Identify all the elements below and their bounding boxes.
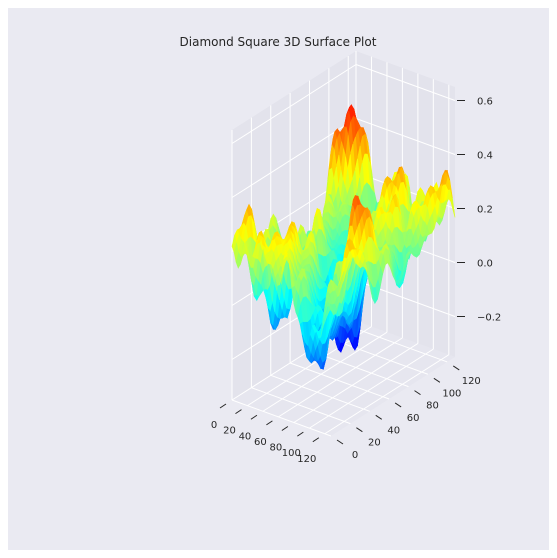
y-tick-mark xyxy=(356,427,363,433)
x-tick-label: 80 xyxy=(270,443,283,454)
x-tick-label: 0 xyxy=(211,420,217,431)
x-tick-mark xyxy=(312,437,320,443)
grid-line-y xyxy=(348,325,448,363)
x-tick-mark xyxy=(266,420,273,426)
x-tick-mark xyxy=(219,403,227,409)
chart-title: Diamond Square 3D Surface Plot xyxy=(180,35,377,49)
grid-line-y xyxy=(270,374,370,412)
surface-mesh xyxy=(231,103,456,371)
grid-line-z-left xyxy=(231,64,357,144)
grid-line-y xyxy=(289,362,390,400)
x-tick-label: 60 xyxy=(254,437,267,448)
y-tick-mark xyxy=(433,377,441,383)
y-tick-mark xyxy=(414,390,421,396)
x-tick-label: 100 xyxy=(282,448,301,459)
y-tick-mark xyxy=(452,365,460,371)
z-tick-label: 0.6 xyxy=(477,97,493,108)
y-tick-mark xyxy=(394,402,402,408)
z-tick-label: −0.2 xyxy=(477,313,501,324)
y-tick-label: 40 xyxy=(387,425,400,436)
x-tick-mark xyxy=(235,409,242,415)
x-tick-mark xyxy=(297,431,304,437)
y-tick-label: 80 xyxy=(426,401,439,412)
x-tick-label: 20 xyxy=(223,426,236,437)
pane-floor xyxy=(232,321,455,436)
surface-facet xyxy=(328,305,334,315)
grid-line-y xyxy=(328,337,429,375)
grid-line-x xyxy=(293,343,419,423)
z-tick-label: 0.0 xyxy=(477,259,493,270)
grid-line-x xyxy=(262,331,388,412)
y-tick-label: 0 xyxy=(352,450,358,461)
grid-line-z-right xyxy=(355,118,456,155)
y-tick-label: 100 xyxy=(442,388,461,399)
x-tick-mark xyxy=(250,414,258,420)
y-tick-label: 20 xyxy=(368,438,381,449)
y-tick-mark xyxy=(336,439,344,445)
x-tick-mark xyxy=(281,426,289,431)
grid-line-y xyxy=(231,399,332,437)
y-tick-label: 120 xyxy=(462,376,481,387)
x-tick-label: 120 xyxy=(297,454,316,465)
grid-line-x xyxy=(278,337,403,418)
z-tick-label: 0.2 xyxy=(477,205,493,216)
y-tick-label: 60 xyxy=(407,413,420,424)
grid-line-y xyxy=(251,387,351,425)
x-tick-label: 40 xyxy=(239,431,252,442)
grid-line-x xyxy=(309,348,434,429)
grid-line-z-right xyxy=(355,64,456,101)
grid-line-x xyxy=(324,354,450,435)
y-tick-mark xyxy=(375,414,383,420)
z-tick-label: 0.4 xyxy=(477,151,493,162)
